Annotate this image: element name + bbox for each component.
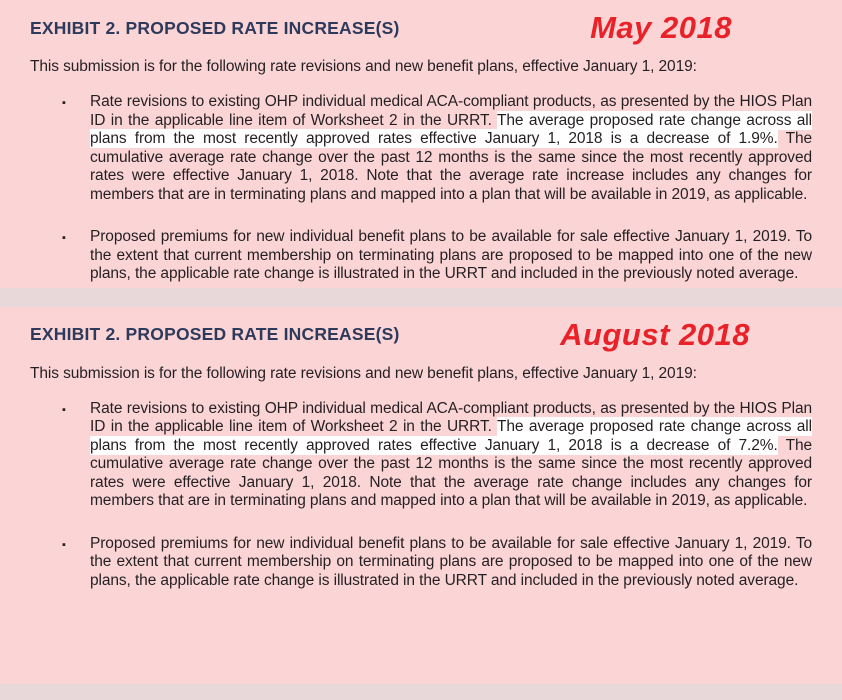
list-item: ▪ Rate revisions to existing OHP individ… (30, 93, 812, 204)
exhibit-section-may: EXHIBIT 2. PROPOSED RATE INCREASE(S) May… (0, 0, 842, 288)
exhibit-section-august: EXHIBIT 2. PROPOSED RATE INCREASE(S) Aug… (0, 307, 842, 595)
intro-text: This submission is for the following rat… (30, 58, 697, 75)
section-divider (0, 287, 842, 307)
bullet-square-icon: ▪ (62, 232, 66, 244)
bullet-list: ▪ Rate revisions to existing OHP individ… (30, 93, 812, 284)
exhibit-heading: EXHIBIT 2. PROPOSED RATE INCREASE(S) (30, 324, 400, 344)
exhibit-heading: EXHIBIT 2. PROPOSED RATE INCREASE(S) (30, 17, 400, 38)
highlighted-text: The average proposed rate change across … (90, 417, 812, 455)
list-item: ▪ Proposed premiums for new individual b… (30, 535, 812, 591)
bullet-square-icon: ▪ (62, 403, 66, 416)
bullet-square-icon: ▪ (62, 97, 66, 109)
bullet-text-pre: Rate revisions to existing OHP individua… (90, 93, 812, 129)
date-annotation: May 2018 (590, 10, 732, 45)
bullet-square-icon: ▪ (62, 538, 66, 551)
heading-row: EXHIBIT 2. PROPOSED RATE INCREASE(S) Aug… (30, 317, 812, 353)
bullet-text: Rate revisions to existing OHP individua… (90, 93, 812, 204)
page-bottom-strip (0, 684, 842, 700)
bullet-text: Rate revisions to existing OHP individua… (90, 400, 812, 511)
heading-row: EXHIBIT 2. PROPOSED RATE INCREASE(S) May… (30, 10, 812, 46)
bullet-text-post: The cumulative average rate change over … (90, 130, 812, 203)
bullet-list: ▪ Rate revisions to existing OHP individ… (30, 400, 812, 591)
bullet-text: Proposed premiums for new individual ben… (90, 228, 812, 282)
intro-text: This submission is for the following rat… (30, 364, 697, 382)
list-item: ▪ Proposed premiums for new individual b… (30, 228, 812, 284)
date-annotation: August 2018 (560, 316, 750, 352)
bullet-text-post: The cumulative average rate change over … (90, 436, 812, 510)
bullet-text: Proposed premiums for new individual ben… (90, 534, 812, 589)
list-item: ▪ Rate revisions to existing OHP individ… (30, 400, 812, 511)
bullet-text-pre: Rate revisions to existing OHP individua… (90, 399, 812, 436)
